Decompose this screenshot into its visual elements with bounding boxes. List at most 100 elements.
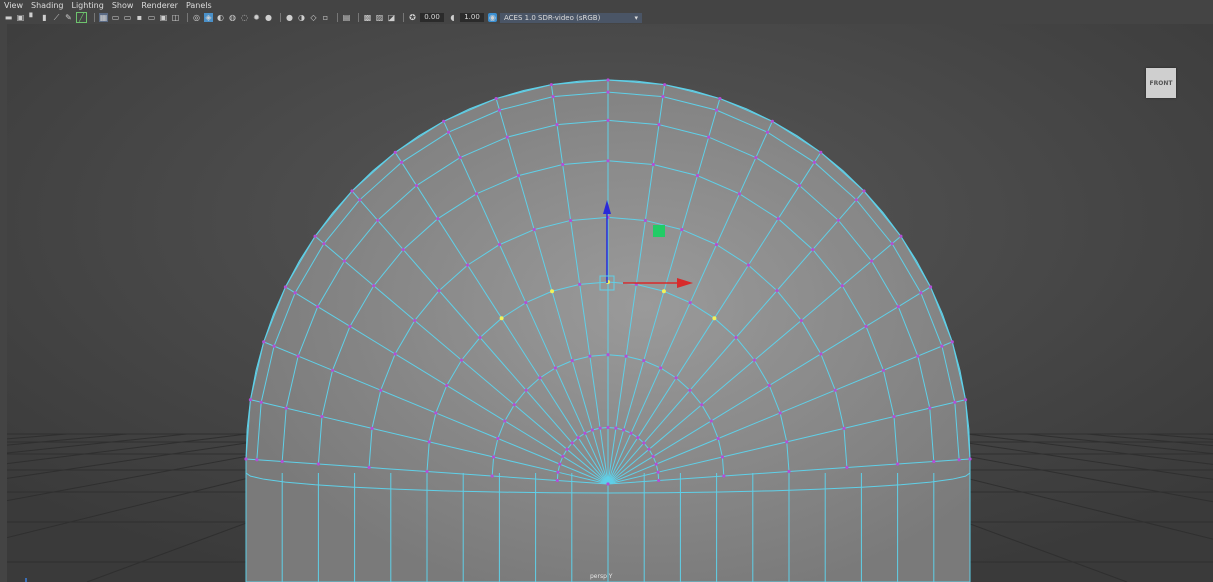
gate-mask-icon[interactable]: ▩ bbox=[363, 13, 372, 22]
shadows-icon[interactable]: ▣ bbox=[159, 13, 168, 22]
dome-mesh[interactable] bbox=[244, 78, 972, 582]
menu-renderer[interactable]: Renderer bbox=[141, 1, 178, 10]
mesh-vertex bbox=[367, 465, 371, 470]
bookmark-icon[interactable]: ▘ bbox=[29, 13, 36, 22]
mesh-vertex bbox=[657, 478, 661, 483]
camera-select-icon[interactable]: ▬ bbox=[4, 13, 13, 22]
manip-plane-handle bbox=[653, 225, 665, 237]
screen-space-ao-icon[interactable]: ◫ bbox=[171, 13, 180, 22]
light-icon[interactable]: ✹ bbox=[253, 13, 260, 22]
mesh-vertex bbox=[833, 388, 837, 392]
mesh-vertex bbox=[414, 183, 419, 188]
wireframe-icon[interactable]: ▦ bbox=[99, 13, 108, 22]
toolbar-divider bbox=[280, 13, 281, 22]
color-management-icon[interactable]: ◉ bbox=[488, 13, 497, 22]
gamma-icon[interactable]: ◖ bbox=[450, 13, 455, 22]
mesh-vertex bbox=[842, 426, 846, 430]
menu-view[interactable]: View bbox=[4, 1, 23, 10]
mesh-vertex bbox=[663, 83, 667, 87]
depth-of-field-icon[interactable]: ◑ bbox=[298, 13, 305, 22]
mesh-vertex bbox=[569, 218, 573, 223]
camera-attributes-icon[interactable]: ▣ bbox=[16, 13, 25, 22]
mesh-vertex bbox=[524, 301, 528, 305]
mesh-vertex bbox=[606, 118, 610, 122]
menu-panels[interactable]: Panels bbox=[185, 1, 212, 10]
mesh-vertex bbox=[928, 406, 932, 410]
mesh-vertex bbox=[262, 340, 266, 344]
mesh-vertex bbox=[330, 368, 335, 372]
mesh-vertex bbox=[661, 95, 665, 99]
gamma-field[interactable]: 1.00 bbox=[460, 13, 484, 22]
mesh-vertex bbox=[950, 340, 954, 344]
panel-toolbar: ▬ ▣ ▘ ▮ ⟋ ✎ ╱ ▦ ▭ ▭ ▪ ▭ ▣ ◫ ◎ ◈ ◐ ◍ ◌ ✹ … bbox=[0, 11, 1213, 24]
mesh-vertex bbox=[350, 189, 354, 193]
grease-pencil-icon[interactable]: ✎ bbox=[65, 13, 72, 22]
mesh-vertex bbox=[376, 218, 380, 222]
mesh-vertex bbox=[963, 398, 968, 402]
mesh-vertex bbox=[775, 289, 779, 293]
mesh-vertex bbox=[776, 217, 780, 221]
image-plane-icon[interactable]: ▮ bbox=[42, 13, 47, 22]
mesh-vertex bbox=[862, 189, 866, 193]
xray-icon[interactable]: ◈ bbox=[204, 13, 213, 22]
mesh-vertex bbox=[770, 119, 774, 123]
mesh-vertex bbox=[674, 376, 678, 380]
menu-shading[interactable]: Shading bbox=[30, 1, 64, 10]
resolution-gate-icon[interactable]: ▤ bbox=[342, 13, 351, 22]
2d-pan-zoom-icon[interactable]: ⟋ bbox=[53, 13, 60, 22]
menu-lighting[interactable]: Lighting bbox=[71, 1, 104, 10]
mesh-vertex bbox=[714, 243, 719, 247]
mesh-vertex bbox=[734, 335, 738, 340]
isolate-select-icon[interactable]: ◎ bbox=[193, 13, 200, 22]
mesh-vertex bbox=[722, 474, 726, 478]
exposure-icon[interactable]: ✪ bbox=[409, 13, 416, 22]
mesh-vertex bbox=[570, 441, 574, 445]
mesh-vertex bbox=[259, 400, 263, 404]
mesh-vertex bbox=[494, 96, 498, 101]
mesh-vertex bbox=[636, 435, 640, 440]
move-manipulator[interactable] bbox=[599, 200, 693, 291]
hud-icon[interactable]: ◇ bbox=[310, 13, 317, 22]
mesh-vertex bbox=[478, 335, 482, 340]
textured-icon[interactable]: ▪ bbox=[136, 13, 143, 22]
mesh-vertex bbox=[896, 462, 900, 466]
viewport-persp[interactable]: FRONT persp Y bbox=[7, 24, 1213, 582]
mesh-vertex bbox=[714, 108, 719, 112]
xray-joints-icon[interactable]: ◐ bbox=[217, 13, 224, 22]
motion-blur-icon[interactable]: ● bbox=[265, 13, 272, 22]
mesh-vertex bbox=[932, 459, 936, 464]
mesh-vertex bbox=[778, 411, 782, 415]
grid-icon[interactable]: ▫ bbox=[322, 13, 329, 22]
manip-center-handle bbox=[599, 275, 615, 291]
mesh-vertex bbox=[549, 83, 553, 87]
mesh-vertex bbox=[916, 354, 920, 358]
xray-active-icon[interactable]: ◍ bbox=[229, 13, 236, 22]
color-space-dropdown[interactable]: ACES 1.0 SDR-video (sRGB) ▾ bbox=[500, 12, 642, 23]
mesh-vertex bbox=[379, 388, 383, 392]
mesh-vertex bbox=[372, 284, 376, 288]
selected-vertex bbox=[499, 316, 504, 321]
mesh-vertex bbox=[436, 217, 440, 221]
wireframe-on-shaded-icon[interactable]: ▭ bbox=[123, 13, 132, 22]
mesh-vertex bbox=[709, 419, 713, 423]
menu-show[interactable]: Show bbox=[111, 1, 134, 10]
backface-icon[interactable]: ◌ bbox=[241, 13, 248, 22]
manip-y-arrow bbox=[603, 200, 611, 214]
mesh-vertex bbox=[558, 462, 562, 466]
toolbar-divider bbox=[358, 13, 359, 22]
anti-alias-icon[interactable]: ● bbox=[286, 13, 293, 22]
mesh-vertex bbox=[446, 130, 451, 134]
uv-toggle-icon[interactable]: ╱ bbox=[76, 12, 87, 23]
mesh-vertex bbox=[845, 465, 849, 470]
safe-area-icon[interactable]: ◪ bbox=[387, 13, 396, 22]
exposure-field[interactable]: 0.00 bbox=[420, 13, 444, 22]
use-lights-icon[interactable]: ▭ bbox=[147, 13, 156, 22]
view-cube[interactable]: FRONT bbox=[1146, 68, 1176, 98]
smooth-shade-icon[interactable]: ▭ bbox=[111, 13, 120, 22]
mesh-vertex bbox=[953, 400, 957, 404]
field-chart-icon[interactable]: ▨ bbox=[375, 13, 384, 22]
mesh-vertex bbox=[370, 426, 374, 430]
viewport-canvas[interactable] bbox=[7, 24, 1213, 582]
chevron-down-icon: ▾ bbox=[634, 13, 638, 22]
grid-line bbox=[966, 433, 1213, 465]
